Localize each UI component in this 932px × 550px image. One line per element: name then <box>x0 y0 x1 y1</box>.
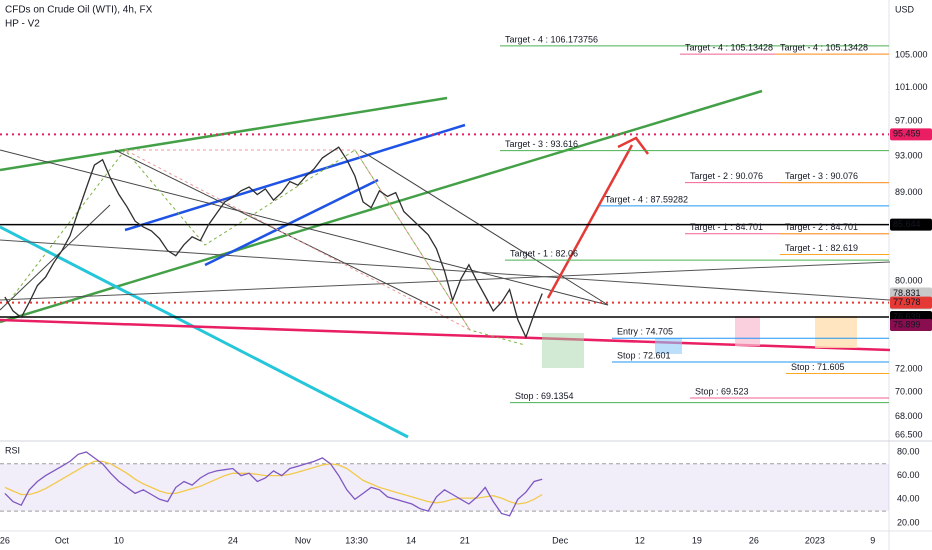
rsi-band <box>0 463 889 512</box>
price-tag-label: 75.899 <box>893 319 921 329</box>
y-tick-label: 97.000 <box>895 115 923 125</box>
x-tick-label: 26 <box>0 535 10 545</box>
price-line <box>4 460 543 505</box>
target-box <box>655 338 682 354</box>
y-tick-label: 72.000 <box>895 363 923 373</box>
level-label: Stop : 71.605 <box>791 362 845 372</box>
level-label: Target - 1 : 82.619 <box>785 243 858 253</box>
price-tag-label: 77.978 <box>893 297 921 307</box>
trend-line <box>0 89 763 324</box>
y-tick-label: 101.000 <box>895 82 928 92</box>
y-tick-label: 89.000 <box>895 187 923 197</box>
x-tick-label: 26 <box>749 535 759 545</box>
level-label: Target - 1 : 82.06 <box>510 249 578 259</box>
target-box <box>735 316 760 346</box>
x-tick-label: 19 <box>692 535 702 545</box>
chart-title: CFDs on Crude Oil (WTI), 4h, FX <box>5 5 153 16</box>
level-label: Target - 4 : 87.59282 <box>605 194 688 204</box>
level-label: Target - 1 : 84.701 <box>690 222 763 232</box>
channel-line <box>124 123 466 232</box>
x-tick-label: 14 <box>406 535 416 545</box>
trend-line <box>0 261 891 301</box>
level-label: Target - 4 : 106.173756 <box>505 34 598 44</box>
trend-line <box>0 204 111 311</box>
price-tag-label: 78.831 <box>893 288 921 298</box>
price-line <box>4 146 543 339</box>
rsi-tick-label: 40.00 <box>897 494 920 504</box>
price-tag-label: 85.644 <box>893 219 921 229</box>
level-label: Target - 3 : 90.076 <box>785 171 858 181</box>
level-label: Target - 4 : 105.13428 <box>780 42 868 52</box>
rsi-tick-label: 20.00 <box>897 517 920 527</box>
x-tick-label: 10 <box>114 535 124 545</box>
y-tick-label: 93.000 <box>895 150 923 160</box>
arrow-head <box>617 136 649 155</box>
y-tick-label: 68.000 <box>895 411 923 421</box>
price-tag <box>890 218 932 231</box>
level-label: Target - 4 : 105.13428 <box>685 42 773 52</box>
indicator-name: HP - V2 <box>5 19 40 30</box>
level-label: Stop : 69.523 <box>695 386 749 396</box>
trend-line <box>0 149 609 306</box>
y-tick-label: 70.000 <box>895 387 923 397</box>
level-label: Entry : 74.705 <box>617 327 673 337</box>
x-tick-label: 12 <box>635 535 645 545</box>
x-tick-label: Dec <box>552 535 569 545</box>
x-tick-label: 9 <box>870 535 875 545</box>
level-label: Stop : 69.1354 <box>515 391 574 401</box>
level-label: Stop : 72.601 <box>617 350 671 360</box>
x-tick-label: 2023 <box>805 535 825 545</box>
trend-line <box>0 225 409 439</box>
x-tick-label: Nov <box>295 535 312 545</box>
price-tag-label: 76.639 <box>893 311 921 321</box>
x-tick-label: 13:30 <box>345 535 368 545</box>
level-label: Target - 2 : 84.701 <box>785 222 858 232</box>
trend-line <box>0 239 891 301</box>
price-tag <box>890 319 932 332</box>
trend-line <box>359 149 609 306</box>
y-tick-label: 80.000 <box>895 276 923 286</box>
level-label: Target - 2 : 90.076 <box>690 171 763 181</box>
y-tick-label: 105.000 <box>895 50 928 60</box>
price-tag-label: 95.459 <box>893 129 921 139</box>
arrow <box>546 144 634 299</box>
x-tick-label: Oct <box>55 535 70 545</box>
drawings <box>0 89 891 439</box>
x-tick-label: 21 <box>460 535 470 545</box>
target-box <box>815 316 857 348</box>
x-tick-label: 24 <box>228 535 238 545</box>
y-tick-label: 66.500 <box>895 429 923 439</box>
channel-line <box>204 178 379 267</box>
currency-label: USD <box>895 4 915 14</box>
harmonic-pattern <box>124 149 472 332</box>
rsi-tick-label: 60.00 <box>897 470 920 480</box>
level-label: Target - 3 : 93.616 <box>505 139 578 149</box>
price-tag <box>890 296 932 309</box>
harmonic-pattern <box>9 149 526 346</box>
rsi-tick-label: 80.00 <box>897 446 920 456</box>
rsi-title: RSI <box>5 445 20 455</box>
price-tag <box>890 128 932 141</box>
target-box <box>542 333 584 368</box>
price-line <box>4 451 543 517</box>
